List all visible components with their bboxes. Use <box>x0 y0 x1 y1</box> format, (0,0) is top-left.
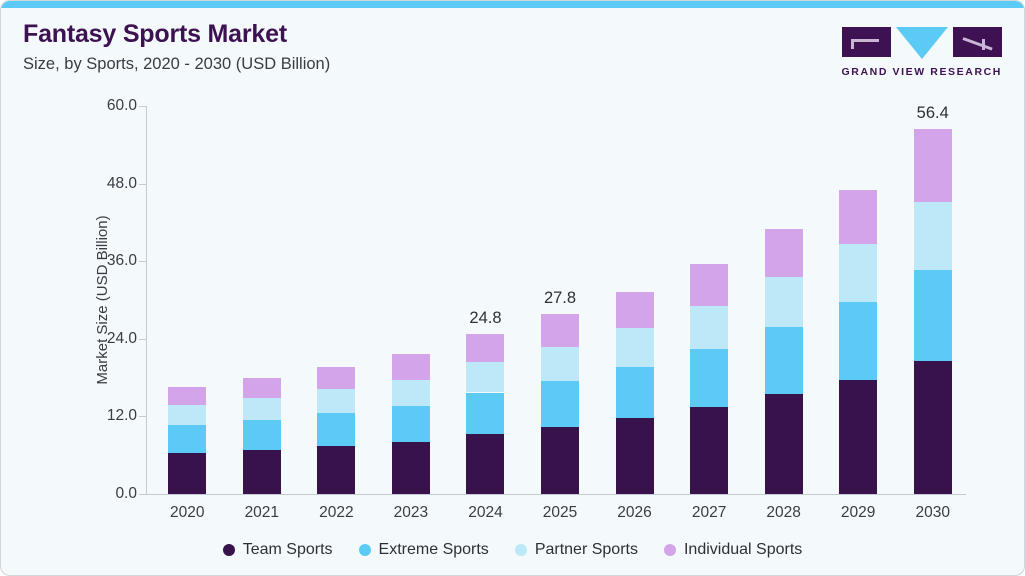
bar-segment[interactable] <box>913 129 952 203</box>
logo-marks <box>841 27 1003 59</box>
bar-segment[interactable] <box>764 394 803 494</box>
bar-segment[interactable] <box>690 263 729 306</box>
page-title: Fantasy Sports Market <box>23 20 287 48</box>
bar-segment[interactable] <box>615 418 654 494</box>
x-axis-tick-label: 2023 <box>393 504 429 521</box>
bar-segment[interactable] <box>242 398 281 421</box>
y-axis-tick-mark <box>139 106 146 107</box>
legend-item[interactable]: Individual Sports <box>663 541 803 559</box>
bar-value-label: 27.8 <box>543 289 577 308</box>
y-axis-tick-label: 0.0 <box>115 485 137 502</box>
x-axis-tick-label: 2025 <box>542 504 578 521</box>
y-axis-tick-label: 12.0 <box>106 407 137 425</box>
bar-segment[interactable] <box>541 347 579 381</box>
legend-swatch-icon <box>358 544 371 556</box>
x-axis-tick-label: 2029 <box>840 504 876 521</box>
legend-item[interactable]: Team Sports <box>222 541 333 559</box>
bar-segment[interactable] <box>391 406 430 442</box>
legend-item[interactable]: Partner Sports <box>514 541 638 559</box>
bar-segment[interactable] <box>913 270 952 362</box>
x-axis-tick-label: 2020 <box>170 504 205 521</box>
bar-segment[interactable] <box>913 202 952 271</box>
bar-segment[interactable] <box>615 291 654 329</box>
bar-segment[interactable] <box>541 426 579 494</box>
bar-segment[interactable] <box>764 327 803 395</box>
legend-label: Extreme Sports <box>378 541 489 558</box>
legend-label: Partner Sports <box>534 541 638 558</box>
bar-segment[interactable] <box>242 450 281 494</box>
y-axis-tick-label: 36.0 <box>106 252 137 270</box>
chart-legend: Team Sports Extreme Sports Partner Sports I… <box>1 541 1024 559</box>
x-axis-tick-label: 2027 <box>691 504 727 521</box>
bar-segment[interactable] <box>317 413 356 447</box>
y-axis-tick-label: 60.0 <box>106 97 137 114</box>
x-axis-tick-label: 2022 <box>319 504 354 521</box>
plot-area: Market Size (USD Billion) 0.0 12.0 24.0 36.… <box>94 97 966 521</box>
bar-segment[interactable] <box>466 333 505 363</box>
bar-segment[interactable] <box>168 425 207 454</box>
x-axis-tick-label: 2028 <box>766 504 801 521</box>
bar-segment[interactable] <box>391 354 430 380</box>
x-axis-tick-label: 2024 <box>468 504 503 521</box>
bar-segment[interactable] <box>168 405 207 426</box>
bar-segment[interactable] <box>317 389 356 414</box>
bar-segment[interactable] <box>391 379 430 407</box>
bar-value-label: 56.4 <box>916 104 949 123</box>
bar-segment[interactable] <box>466 392 505 434</box>
bar-segment[interactable] <box>391 441 430 494</box>
y-axis-tick-mark <box>139 416 146 418</box>
bar-segment[interactable] <box>242 378 281 399</box>
accent-top-bar <box>1 1 1024 8</box>
legend-swatch-icon <box>663 544 676 556</box>
bar-segment[interactable] <box>615 328 654 367</box>
bar-segment[interactable] <box>541 380 579 427</box>
bar-segment[interactable] <box>615 366 654 419</box>
y-axis-tick-mark <box>139 338 146 340</box>
legend-label: Team Sports <box>242 541 333 558</box>
y-axis-tick-mark <box>139 494 146 495</box>
logo-text: GRAND VIEW RESEARCH <box>841 66 1002 78</box>
y-axis-tick-mark <box>139 261 146 263</box>
y-axis-tick-label: 24.0 <box>106 329 137 347</box>
legend-item[interactable]: Extreme Sports <box>358 541 489 559</box>
bar-segment[interactable] <box>317 446 356 494</box>
chart-subtitle: Size, by Sports, 2020 - 2030 (USD Billio… <box>23 54 331 73</box>
bar-segment[interactable] <box>764 276 803 328</box>
bar-segment[interactable] <box>168 453 207 494</box>
legend-swatch-icon <box>514 544 527 556</box>
x-axis-line <box>146 494 966 495</box>
bar-segment[interactable] <box>466 433 505 494</box>
logo-rect-right-icon <box>952 27 1002 57</box>
bar-segment[interactable] <box>690 349 729 408</box>
logo-triangle-icon <box>895 27 948 59</box>
bar-segment[interactable] <box>690 407 729 494</box>
bar-segment[interactable] <box>242 420 281 451</box>
y-axis-tick-mark <box>139 183 146 185</box>
x-axis-tick-label: 2021 <box>244 504 280 521</box>
legend-label: Individual Sports <box>683 541 803 558</box>
bar-segment[interactable] <box>913 361 952 494</box>
bar-segment[interactable] <box>541 314 579 348</box>
y-axis-title: Market Size (USD Billion) <box>94 215 112 385</box>
bar-segment[interactable] <box>839 379 878 494</box>
bar-segment[interactable] <box>317 366 356 390</box>
legend-swatch-icon <box>222 544 235 556</box>
bar-segment[interactable] <box>839 301 878 380</box>
logo-rect-left-icon <box>841 27 891 57</box>
bar-segment[interactable] <box>690 305 729 350</box>
bar-value-label: 24.8 <box>469 308 502 327</box>
y-axis-tick-label: 48.0 <box>106 174 137 192</box>
grand-view-research-logo: GRAND VIEW RESEARCH <box>841 27 1003 78</box>
bar-segment[interactable] <box>168 386 207 406</box>
x-axis-tick-label: 2030 <box>915 504 950 521</box>
x-axis-tick-label: 2026 <box>617 504 652 521</box>
bar-segment[interactable] <box>764 228 803 277</box>
y-axis-line <box>146 106 147 495</box>
bar-segment[interactable] <box>466 362 505 393</box>
chart-header: Fantasy Sports Market Size, by Sports, 2… <box>23 20 331 74</box>
bar-segment[interactable] <box>839 190 878 245</box>
bar-segment[interactable] <box>839 244 878 302</box>
